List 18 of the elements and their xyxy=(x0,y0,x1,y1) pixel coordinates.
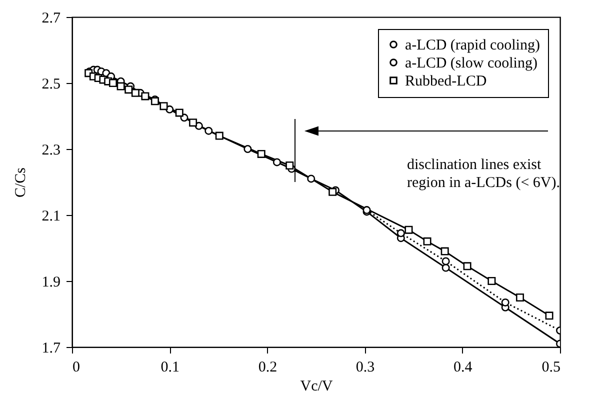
y-tick-label: 1.9 xyxy=(42,274,60,290)
y-tick-label: 2.7 xyxy=(42,10,61,26)
x-tick-label: 0.4 xyxy=(454,360,473,376)
x-tick-label: 0.2 xyxy=(258,360,278,376)
legend-label: Rubbed-LCD xyxy=(405,74,487,90)
legend-label: a-LCD (rapid cooling) xyxy=(405,38,540,54)
x-tick-label: 0.5 xyxy=(542,360,560,376)
x-tick-label: 0 xyxy=(72,360,80,376)
y-tick-label: 2.3 xyxy=(42,142,60,158)
x-tick-label: 0.3 xyxy=(356,360,375,376)
y-tick-label: 2.5 xyxy=(42,76,60,92)
annotation: disclination lines exist region in a-LCDs (< 6V). xyxy=(407,157,560,191)
x-tick-label: 0.1 xyxy=(160,360,180,376)
x-axis-title: Vc/V xyxy=(300,378,333,394)
legend-label: a-LCD (slow cooling) xyxy=(405,56,538,72)
y-tick-label: 1.7 xyxy=(42,340,61,356)
y-tick-label: 2.1 xyxy=(42,208,60,224)
y-axis-title: C/Cs xyxy=(12,167,29,198)
